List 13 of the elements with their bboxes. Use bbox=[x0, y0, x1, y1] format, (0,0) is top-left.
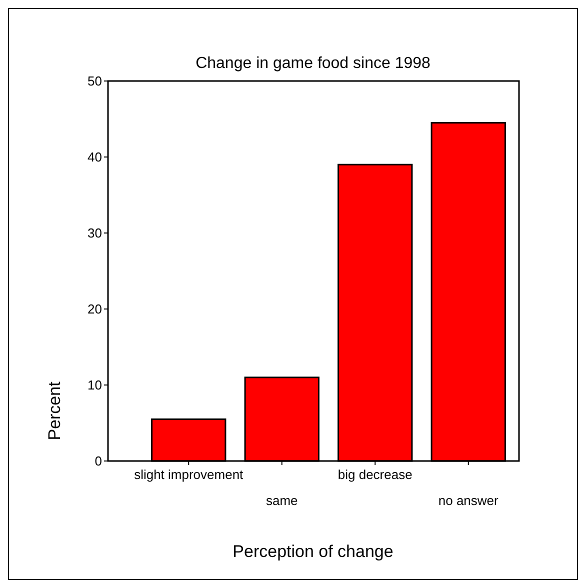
chart-title: Change in game food since 1998 bbox=[196, 55, 431, 72]
y-tick-label: 20 bbox=[88, 302, 102, 317]
y-axis-title: Percent bbox=[45, 381, 64, 440]
y-tick-label: 50 bbox=[88, 74, 102, 89]
y-tick-label: 10 bbox=[88, 378, 102, 393]
x-axis-title: Perception of change bbox=[232, 542, 394, 561]
x-tick-label: slight improvement bbox=[134, 467, 244, 482]
x-tick-label: no answer bbox=[438, 493, 500, 508]
y-tick-label: 0 bbox=[94, 454, 102, 469]
y-tick-label: 40 bbox=[88, 150, 102, 165]
x-tick-label: same bbox=[266, 493, 298, 508]
y-tick-label: 30 bbox=[88, 226, 102, 241]
x-tick-label: big decrease bbox=[338, 467, 412, 482]
